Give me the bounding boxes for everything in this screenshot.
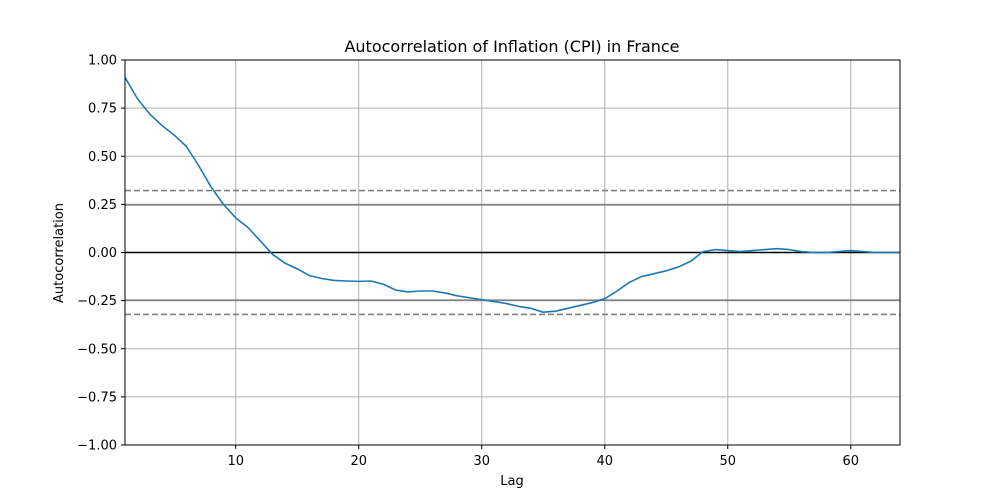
- x-axis-label: Lag: [500, 474, 523, 489]
- autocorrelation-line: [124, 76, 900, 313]
- y-axis-label: Autocorrelation: [52, 203, 67, 303]
- y-tick-label: 1.00: [88, 54, 117, 69]
- x-tick-label: 60: [843, 454, 860, 469]
- y-tick-label: −1.00: [77, 439, 117, 454]
- x-tick-label: 40: [596, 454, 613, 469]
- x-tick-label: 50: [720, 454, 737, 469]
- chart-title: Autocorrelation of Inflation (CPI) in Fr…: [344, 37, 679, 56]
- series-layer: [124, 76, 900, 313]
- x-tick-label: 20: [350, 454, 367, 469]
- y-axis-ticks: −1.00 −0.75 −0.50 −0.25 0.00 0.25 0.50 0.75 1.00: [77, 54, 125, 454]
- x-tick-label: 30: [473, 454, 490, 469]
- x-tick-label: 10: [227, 454, 244, 469]
- y-tick-label: −0.50: [77, 342, 117, 357]
- y-tick-label: −0.25: [77, 294, 117, 309]
- confidence-bands: [125, 189, 900, 316]
- y-tick-label: 0.50: [88, 150, 117, 165]
- y-tick-label: 0.25: [88, 198, 117, 213]
- y-tick-label: −0.75: [77, 390, 117, 405]
- x-axis-ticks: 10 20 30 40 50 60: [227, 445, 859, 469]
- y-tick-label: 0.00: [88, 246, 117, 261]
- y-tick-label: 0.75: [88, 102, 117, 117]
